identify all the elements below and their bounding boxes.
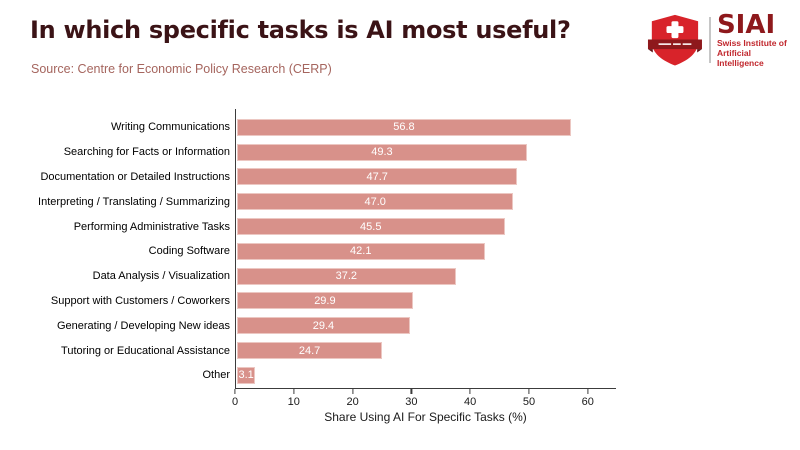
category-label: Writing Communications — [110, 121, 230, 134]
bar-value-label: 29.4 — [312, 319, 335, 332]
bar-value-label: 47.7 — [366, 170, 388, 183]
bar: 37.2 — [237, 267, 456, 285]
swiss-shield-icon — [647, 15, 702, 66]
bar-value-label: 45.5 — [360, 220, 382, 233]
bar-value-label: 3.1 — [238, 369, 254, 382]
bar: 3.1 — [237, 366, 256, 384]
bar-value-label: 56.8 — [393, 121, 415, 134]
bar-chart: Writing Communications 56.8 Searching for … — [28, 109, 616, 429]
source-note: Source: Centre for Economic Policy Resea… — [31, 62, 332, 76]
logo-subtitle-line1: Swiss Institute of — [716, 38, 787, 48]
bar-value-label: 24.7 — [298, 344, 321, 357]
siai-logo: SIAI Swiss Institute of Artificial Intel… — [646, 12, 800, 69]
bar-row: Interpreting / Translating / Summarizing… — [28, 189, 616, 214]
bar-row: Generating / Developing New ideas 29.4 — [28, 313, 616, 338]
x-tick — [469, 388, 471, 394]
logo-acronym: SIAI — [716, 10, 776, 40]
bar: 47.0 — [237, 193, 514, 211]
y-axis-line — [235, 109, 237, 388]
x-tick-label: 30 — [405, 395, 418, 408]
bar: 29.4 — [237, 317, 410, 335]
bar: 29.9 — [237, 292, 413, 310]
page-title: In which specific tasks is AI most usefu… — [30, 16, 571, 44]
category-label: Data Analysis / Visualization — [92, 270, 230, 283]
bar-value-label: 47.0 — [364, 195, 386, 208]
bar-value-label: 49.3 — [371, 146, 393, 159]
x-tick — [351, 388, 354, 394]
x-tick-label: 10 — [287, 395, 300, 408]
x-tick — [234, 388, 236, 394]
x-tick — [293, 388, 295, 394]
x-tick-label: 0 — [231, 395, 239, 408]
x-tick-label: 20 — [346, 395, 359, 408]
bar-track: 56.8 — [235, 118, 616, 136]
bar: 42.1 — [237, 242, 485, 260]
bar-row: Support with Customers / Coworkers 29.9 — [28, 289, 616, 314]
bar: 45.5 — [237, 218, 505, 236]
x-axis-label: Share Using AI For Specific Tasks (%) — [324, 409, 527, 424]
bar-track: 49.3 — [235, 143, 616, 161]
bar-value-label: 42.1 — [350, 245, 372, 258]
bar-value-label: 37.2 — [335, 270, 358, 283]
bar-track: 3.1 — [235, 366, 616, 384]
bar-track: 42.1 — [235, 242, 616, 260]
x-tick — [528, 388, 530, 394]
x-tick-label: 60 — [581, 395, 594, 408]
bar-track: 29.9 — [235, 292, 616, 310]
bar: 56.8 — [237, 118, 571, 136]
category-label: Generating / Developing New ideas — [56, 319, 230, 332]
bar-rows: Writing Communications 56.8 Searching for … — [28, 109, 616, 388]
bar-row: Other 3.1 — [28, 363, 616, 388]
x-tick-label: 50 — [522, 395, 536, 408]
bar-row: Tutoring or Educational Assistance 24.7 — [28, 338, 616, 363]
bar-value-label: 29.9 — [314, 294, 336, 307]
bar: 47.7 — [237, 168, 518, 186]
bar-track: 47.0 — [235, 193, 616, 211]
x-tick-label: 40 — [464, 395, 477, 408]
bar-row: Documentation or Detailed Instructions 47… — [28, 165, 616, 190]
bar-track: 37.2 — [235, 267, 616, 285]
bar-row: Performing Administrative Tasks 45.5 — [28, 214, 616, 239]
category-label: Other — [202, 369, 230, 382]
bar-row: Searching for Facts or Information 49.3 — [28, 140, 616, 165]
bar-track: 45.5 — [235, 218, 616, 236]
category-label: Performing Administrative Tasks — [73, 220, 230, 233]
logo-subtitle-line2: Artificial Intelligence — [716, 48, 764, 69]
category-label: Searching for Facts or Information — [63, 146, 230, 159]
logo-divider — [708, 17, 711, 64]
bar-row: Writing Communications 56.8 — [28, 115, 616, 140]
bar-row: Coding Software 42.1 — [28, 239, 616, 264]
bar-track: 29.4 — [235, 317, 616, 335]
bar-row: Data Analysis / Visualization 37.2 — [28, 264, 616, 289]
category-label: Interpreting / Translating / Summarizing — [38, 195, 230, 208]
bar-track: 24.7 — [235, 342, 616, 360]
bar-track: 47.7 — [235, 168, 616, 186]
x-tick — [410, 388, 412, 394]
bar: 49.3 — [237, 143, 527, 161]
x-tick — [587, 388, 589, 394]
category-label: Support with Customers / Coworkers — [50, 294, 230, 307]
x-axis: Share Using AI For Specific Tasks (%) 0 1… — [231, 387, 616, 429]
category-label: Documentation or Detailed Instructions — [40, 170, 230, 183]
category-label: Coding Software — [148, 245, 230, 258]
category-label: Tutoring or Educational Assistance — [61, 344, 230, 357]
bar: 24.7 — [237, 342, 383, 360]
